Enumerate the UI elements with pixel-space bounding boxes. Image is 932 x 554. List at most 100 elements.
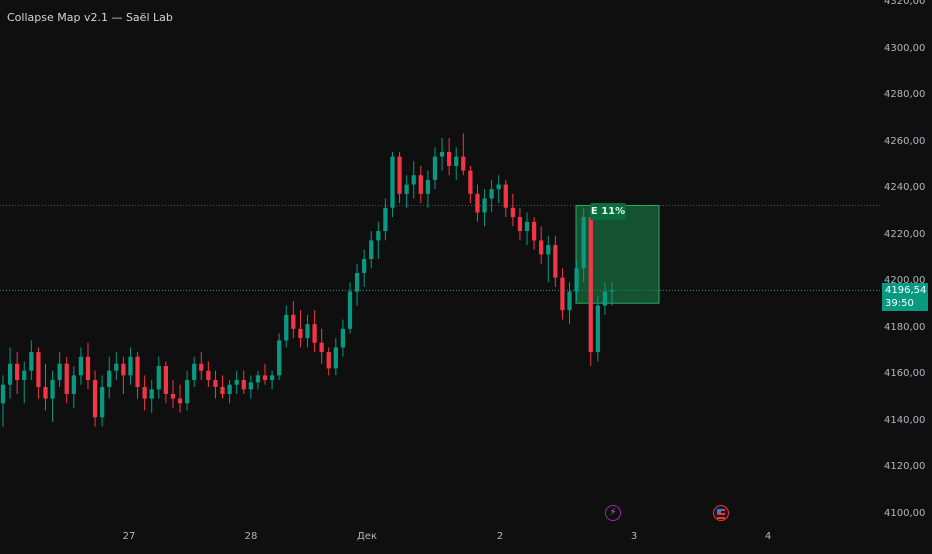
- candle: [376, 221, 381, 259]
- y-tick-label: 4220,00: [884, 228, 926, 240]
- candle: [92, 370, 98, 427]
- candle: [581, 207, 586, 283]
- candle: [383, 198, 388, 241]
- candle: [546, 235, 551, 283]
- candle: [199, 352, 204, 381]
- candle: [404, 175, 409, 208]
- candle: [503, 179, 508, 218]
- candle: [447, 137, 452, 176]
- candle: [539, 226, 544, 264]
- candle: [135, 352, 140, 399]
- indicator-title: Collapse Map v2.1 — Saël Lab: [7, 11, 173, 24]
- candle: [71, 366, 76, 408]
- candle: [439, 137, 445, 171]
- candle: [241, 370, 246, 394]
- candle: [85, 342, 91, 390]
- candle: [432, 147, 438, 190]
- candle: [588, 212, 593, 367]
- candle: [574, 259, 579, 301]
- candle: [418, 165, 423, 204]
- candle: [213, 370, 218, 399]
- candle: [149, 380, 154, 413]
- candle: [517, 207, 523, 241]
- candle: [362, 249, 367, 287]
- candle: [454, 147, 459, 180]
- candle: [227, 380, 232, 404]
- candle: [602, 282, 608, 315]
- last-price-value: 4196,54: [885, 285, 927, 296]
- candle: [43, 363, 48, 411]
- x-tick-label: 27: [122, 531, 136, 542]
- candle: [121, 356, 126, 394]
- candle: [609, 282, 615, 306]
- candle: [475, 184, 480, 222]
- x-tick-label: 3: [630, 531, 638, 542]
- candle: [177, 384, 183, 413]
- candle: [64, 356, 69, 404]
- lightning-event-icon[interactable]: ⚡: [605, 505, 621, 521]
- candle: [489, 179, 494, 213]
- candle: [248, 375, 253, 399]
- candle: [170, 380, 176, 408]
- last-price-tag: 4196,54 39:50: [882, 283, 928, 311]
- candle: [107, 356, 112, 399]
- candle: [262, 363, 268, 385]
- y-tick-label: 4200,00: [884, 275, 926, 287]
- candle: [333, 338, 338, 376]
- candle: [595, 296, 600, 362]
- y-tick-label: 4140,00: [884, 414, 926, 426]
- candle: [7, 347, 13, 399]
- candle: [163, 361, 168, 404]
- x-tick-label: 4: [764, 531, 772, 542]
- candle: [560, 268, 565, 320]
- candle: [354, 263, 360, 306]
- candle: [482, 189, 487, 227]
- candle: [461, 133, 466, 176]
- candle: [567, 282, 572, 325]
- candle: [78, 347, 84, 385]
- candle: [369, 231, 374, 269]
- candle: [397, 151, 402, 204]
- candle: [0, 375, 6, 427]
- y-tick-label: 4240,00: [884, 182, 926, 194]
- y-tick-label: 4280,00: [884, 89, 926, 101]
- candle: [22, 361, 27, 404]
- candle: [50, 370, 55, 422]
- candle: [269, 370, 275, 390]
- candle: [277, 333, 282, 381]
- x-tick-label: 28: [244, 531, 258, 542]
- candle: [425, 170, 431, 208]
- us-flag-event-icon[interactable]: [713, 505, 729, 521]
- candle: [496, 175, 501, 204]
- candle: [128, 347, 133, 385]
- x-tick-label: 2: [496, 531, 504, 542]
- candle: [142, 375, 147, 411]
- candle: [347, 282, 353, 334]
- candle: [411, 161, 416, 199]
- candle: [206, 361, 211, 387]
- candle: [340, 319, 346, 357]
- x-tick-label: Дек: [356, 531, 378, 542]
- candle: [156, 356, 161, 399]
- candle: [319, 328, 324, 364]
- y-tick-label: 4180,00: [884, 321, 926, 333]
- entry-zone-label: E 11%: [590, 203, 626, 220]
- candle: [291, 300, 296, 339]
- candle: [524, 212, 530, 246]
- candle: [29, 340, 34, 381]
- y-tick-label: 4100,00: [884, 508, 926, 519]
- y-tick-label: 4300,00: [884, 42, 926, 54]
- candle: [468, 165, 473, 204]
- bar-countdown: 39:50: [885, 298, 914, 309]
- candle: [390, 151, 395, 218]
- entry-zone: [575, 204, 660, 304]
- candle: [184, 370, 190, 411]
- candle: [298, 310, 303, 348]
- candle: [531, 217, 537, 250]
- candle: [220, 375, 225, 399]
- candle: [510, 193, 515, 227]
- y-tick-label: 4120,00: [884, 461, 926, 473]
- candle: [100, 375, 105, 427]
